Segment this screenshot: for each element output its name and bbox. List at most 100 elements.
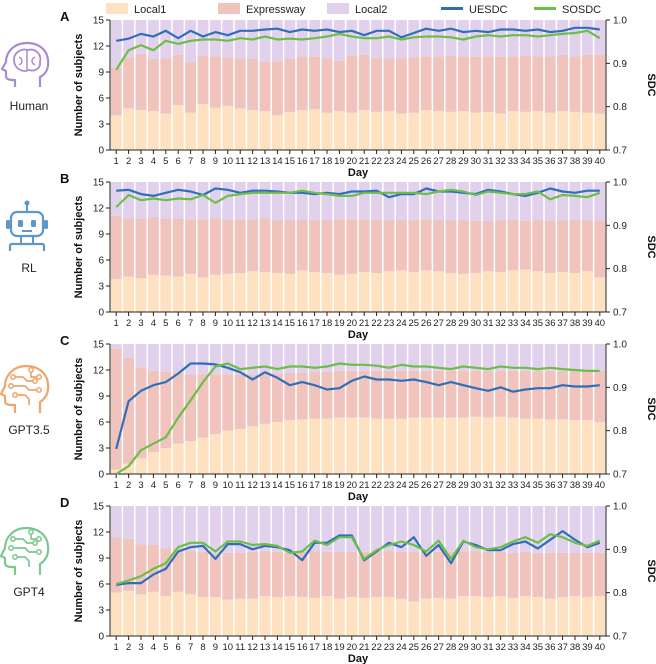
y-tick-label: 9	[98, 68, 104, 79]
bar-expressway	[495, 220, 507, 273]
x-tick-label: 39	[582, 642, 593, 653]
bar-local2	[358, 344, 370, 371]
bar-local1	[569, 273, 581, 312]
y2-tick-label: 0.7	[613, 308, 627, 319]
x-tick-label: 19	[334, 642, 345, 653]
bar-local2	[544, 182, 556, 221]
x-tick-label: 15	[285, 318, 296, 329]
bar-local1	[309, 418, 321, 474]
series-line-sosdc	[115, 29, 601, 71]
y2-axis-label: SDC	[645, 559, 656, 582]
x-tick-label: 4	[151, 318, 156, 329]
bar-local1	[333, 417, 345, 474]
x-tick-label: 16	[297, 156, 308, 167]
bar-local1	[433, 597, 445, 636]
bar-local1	[358, 417, 370, 474]
x-tick-label: 34	[520, 642, 531, 653]
bar-local2	[519, 20, 531, 56]
x-tick-label: 40	[595, 318, 606, 329]
bar-local1	[135, 458, 147, 474]
bar-local2	[569, 506, 581, 553]
bar-expressway	[284, 220, 296, 274]
y2-tick-label: 0.9	[613, 221, 627, 232]
x-tick-label: 33	[508, 318, 519, 329]
bar-local2	[371, 344, 383, 371]
bar-local1	[569, 111, 581, 150]
x-tick-label: 35	[533, 156, 544, 167]
bar-expressway	[594, 54, 606, 114]
bar-expressway	[321, 551, 333, 597]
x-tick-label: 11	[235, 480, 245, 491]
y-axis-label: Number of subjects	[73, 34, 85, 137]
x-tick-label: 29	[458, 480, 469, 491]
x-tick-label: 4	[151, 480, 156, 491]
bar-local2	[222, 506, 234, 553]
bar-expressway	[383, 58, 395, 111]
x-tick-label: 16	[297, 318, 308, 329]
bar-local1	[408, 417, 420, 474]
bar-local2	[420, 344, 432, 371]
bar-expressway	[197, 551, 209, 597]
x-axis-label: Day	[348, 329, 369, 341]
bar-expressway	[222, 374, 234, 431]
y-tick-label: 3	[98, 282, 104, 293]
bar-local1	[333, 111, 345, 150]
bar-local1	[383, 271, 395, 312]
panel-letter: B	[60, 171, 69, 186]
y2-tick-label: 0.9	[613, 59, 627, 70]
bar-local1	[557, 272, 569, 312]
bar-expressway	[457, 370, 469, 418]
bar-local2	[135, 506, 147, 545]
bar-local1	[371, 418, 383, 474]
bar-expressway	[197, 219, 209, 278]
bar-local2	[321, 20, 333, 59]
bar-local1	[495, 596, 507, 636]
bar-expressway	[234, 220, 246, 273]
bar-local2	[420, 182, 432, 220]
x-tick-label: 17	[309, 318, 320, 329]
x-tick-label: 39	[582, 480, 593, 491]
y2-tick-label: 1.0	[613, 16, 627, 27]
x-tick-label: 24	[396, 480, 407, 491]
bar-local2	[346, 506, 358, 552]
bar-local1	[482, 417, 494, 474]
bar-local1	[321, 112, 333, 150]
bar-local2	[569, 20, 581, 57]
bar-expressway	[445, 551, 457, 599]
circuit-node-4	[36, 387, 42, 393]
bar-expressway	[110, 348, 122, 470]
bar-expressway	[519, 551, 531, 597]
bar-expressway	[346, 55, 358, 113]
y-tick-label: 6	[98, 580, 104, 591]
x-tick-label: 10	[223, 480, 234, 491]
x-tick-label: 32	[495, 480, 506, 491]
y2-tick-label: 1.0	[613, 340, 627, 351]
bar-expressway	[284, 372, 296, 421]
bar-local2	[222, 182, 234, 220]
x-tick-label: 10	[223, 318, 234, 329]
bar-local2	[259, 182, 271, 219]
bar-local1	[271, 422, 283, 474]
x-tick-label: 8	[200, 642, 205, 653]
bar-expressway	[371, 370, 383, 419]
bar-local2	[333, 182, 345, 220]
x-tick-label: 5	[163, 318, 168, 329]
bar-expressway	[594, 552, 606, 597]
bar-local2	[420, 20, 432, 57]
circuit-node-7	[28, 529, 34, 535]
bar-local2	[519, 182, 531, 221]
series-line-sosdc	[115, 362, 600, 475]
bar-expressway	[172, 372, 184, 444]
bar-local2	[321, 506, 333, 552]
x-tick-label: 35	[533, 480, 544, 491]
x-tick-label: 13	[260, 480, 271, 491]
x-tick-label: 27	[433, 156, 444, 167]
bar-local1	[358, 272, 370, 312]
x-tick-label: 34	[520, 318, 531, 329]
bar-local1	[234, 273, 246, 312]
bar-expressway	[259, 373, 271, 424]
bar-local1	[408, 601, 420, 636]
bar-local1	[259, 111, 271, 150]
x-tick-label: 12	[247, 156, 258, 167]
bar-local1	[209, 107, 221, 150]
